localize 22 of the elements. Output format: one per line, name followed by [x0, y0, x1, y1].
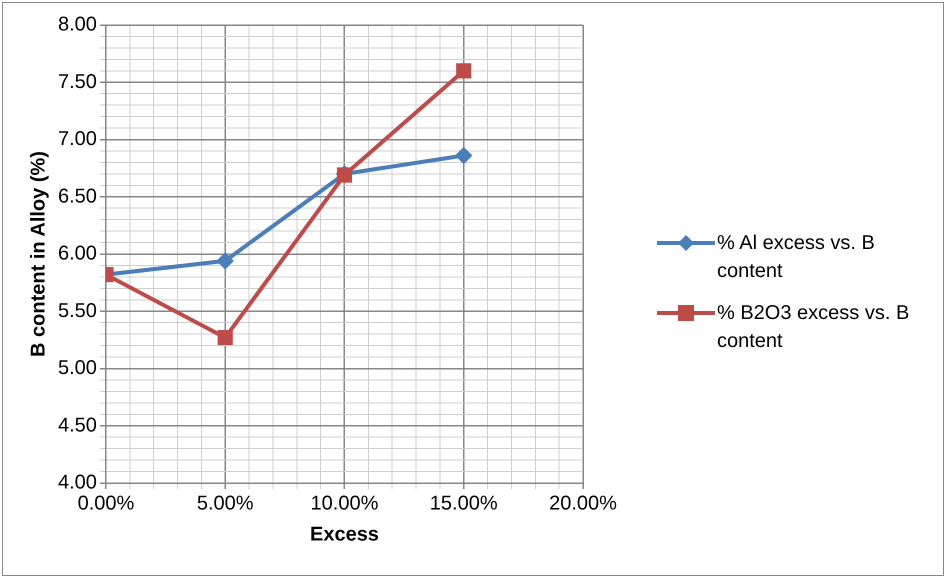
- point: [455, 147, 472, 164]
- x-tick-label: 5.00%: [196, 492, 254, 515]
- x-tick-label: 0.00%: [78, 492, 134, 515]
- x-tick-label: 10.00%: [310, 492, 379, 515]
- point: [218, 330, 233, 346]
- y-tick-label: 7.00: [58, 128, 97, 150]
- legend-label: % Al excess vs. B content: [717, 231, 876, 284]
- y-axis-title: B content in Alloy (%): [28, 151, 50, 357]
- point: [456, 63, 472, 78]
- y-tick-label: 8.00: [58, 14, 97, 36]
- y-tick-label: 6.50: [58, 185, 97, 208]
- y-tick-label: 6.00: [58, 242, 97, 265]
- x-axis-title: Excess: [310, 524, 379, 546]
- y-tick-label: 7.50: [58, 70, 97, 93]
- x-tick-label: 20.00%: [549, 492, 618, 515]
- y-tick-label: 5.00: [58, 357, 97, 380]
- y-tick-label: 4.00: [58, 472, 97, 494]
- legend-label: % B2O3 excess vs. B content: [717, 301, 910, 354]
- point: [216, 252, 234, 270]
- x-tick-label: 15.00%: [430, 492, 498, 515]
- y-tick-label: 5.50: [58, 300, 97, 322]
- y-tick-label: 4.50: [58, 414, 97, 436]
